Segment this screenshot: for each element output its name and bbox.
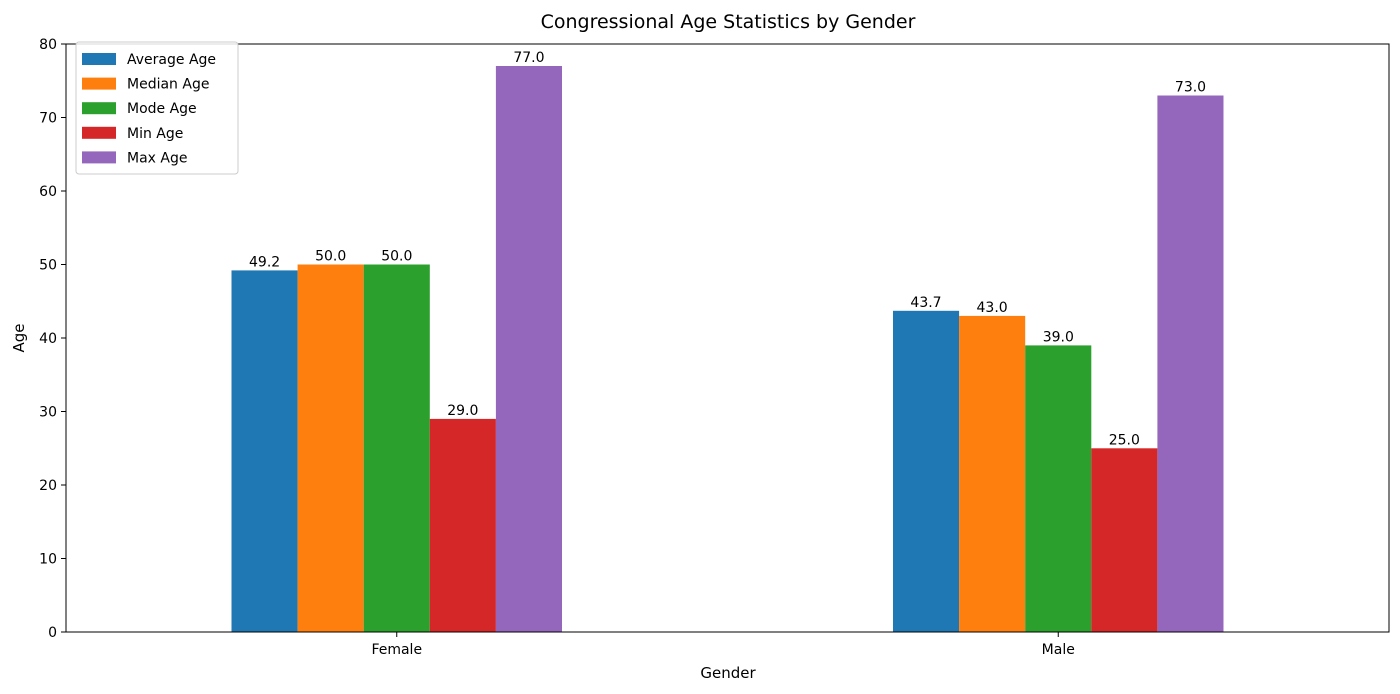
- y-tick-label: 30: [39, 405, 57, 421]
- bar-male-min-age: [1091, 448, 1158, 633]
- y-tick-label: 70: [39, 111, 57, 127]
- data-label-female-min-age: 29.0: [447, 403, 478, 419]
- x-tick-label-female: Female: [371, 642, 422, 658]
- chart-title: Congressional Age Statistics by Gender: [541, 11, 916, 33]
- legend-swatch-median-age: [82, 77, 116, 90]
- legend-swatch-max-age: [82, 151, 116, 164]
- bar-female-max-age: [495, 66, 562, 632]
- y-tick-label: 60: [39, 184, 57, 200]
- bars-group: [231, 66, 1224, 633]
- y-tick-label: 80: [39, 37, 57, 53]
- plot-frame: [65, 43, 1390, 633]
- y-axis: 0 10 20 30 40 50 60 70 80: [39, 37, 66, 641]
- data-label-female-mode-age: 50.0: [381, 249, 412, 265]
- x-axis: Female Male: [371, 632, 1075, 658]
- bar-male-mode-age: [1025, 345, 1092, 632]
- bar-female-median-age: [297, 264, 364, 632]
- y-axis-label: Age: [10, 323, 28, 352]
- data-label-female-max-age: 77.0: [513, 50, 544, 66]
- bar-male-average-age: [893, 310, 960, 632]
- legend-label-max-age: Max Age: [127, 150, 187, 166]
- legend-label-min-age: Min Age: [127, 126, 183, 142]
- y-tick-label: 0: [48, 625, 57, 641]
- legend: Average Age Median Age Mode Age Min Age Max …: [75, 41, 239, 175]
- data-label-male-median-age: 43.0: [977, 300, 1008, 316]
- y-tick-label: 50: [39, 258, 57, 274]
- x-axis-label: Gender: [700, 664, 756, 682]
- legend-label-median-age: Median Age: [127, 77, 209, 93]
- data-label-male-min-age: 25.0: [1109, 432, 1140, 448]
- data-label-female-average-age: 49.2: [249, 254, 280, 270]
- y-tick-label: 10: [39, 552, 57, 568]
- y-tick-label: 20: [39, 478, 57, 494]
- data-label-male-max-age: 73.0: [1175, 80, 1206, 96]
- bar-male-max-age: [1157, 95, 1224, 632]
- data-label-male-average-age: 43.7: [910, 295, 941, 311]
- x-tick-label-male: Male: [1042, 642, 1075, 658]
- legend-label-mode-age: Mode Age: [127, 101, 197, 117]
- legend-label-average-age: Average Age: [127, 52, 216, 68]
- legend-frame: [75, 41, 239, 175]
- legend-swatch-min-age: [82, 126, 116, 139]
- legend-swatch-average-age: [82, 53, 116, 65]
- bar-female-mode-age: [363, 264, 430, 632]
- data-label-female-median-age: 50.0: [315, 249, 346, 265]
- bar-female-min-age: [429, 418, 496, 632]
- data-labels-group: 49.2 50.0 50.0 29.0 77.0 43.7 43.0 39.0 25.0 73.0: [249, 50, 1206, 448]
- data-label-male-mode-age: 39.0: [1043, 329, 1074, 345]
- bar-female-average-age: [231, 270, 298, 632]
- legend-swatch-mode-age: [82, 102, 116, 115]
- bar-male-median-age: [959, 315, 1026, 632]
- y-tick-label: 40: [39, 331, 57, 347]
